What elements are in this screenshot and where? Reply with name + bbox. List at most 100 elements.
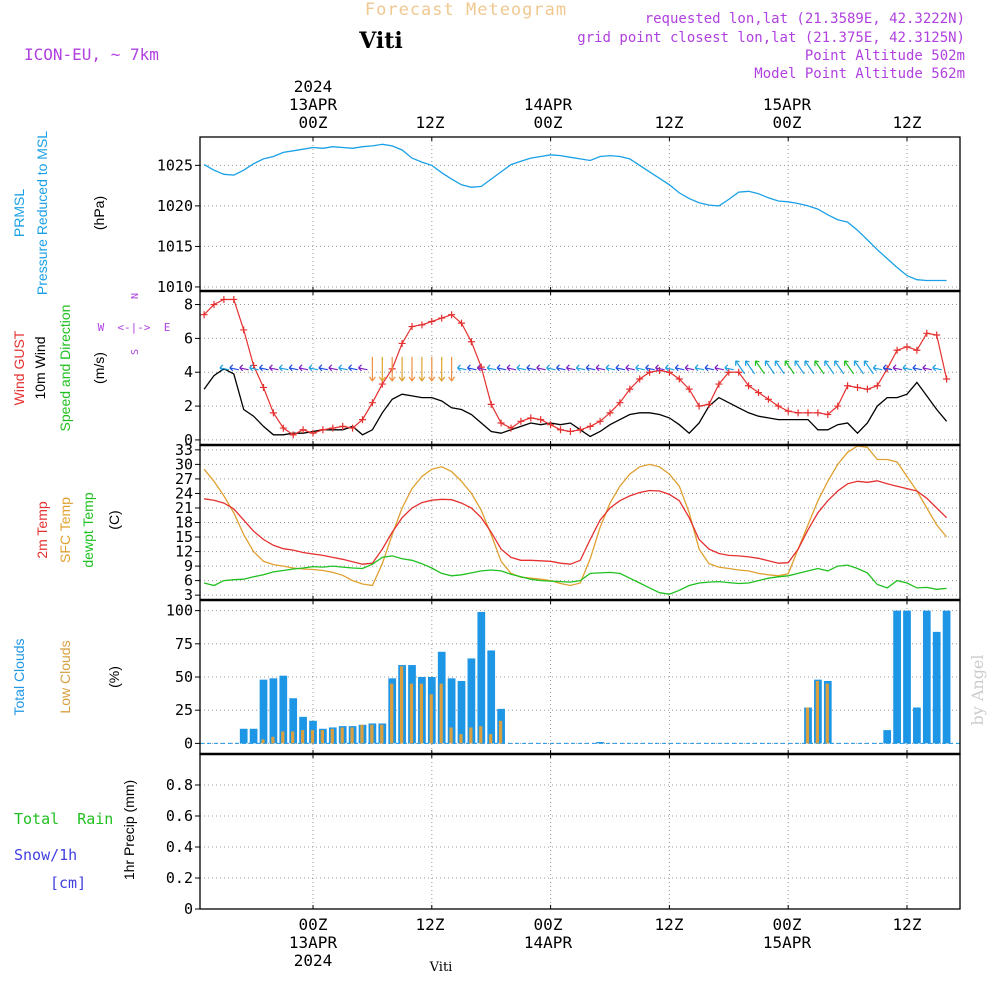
wind-direction-arrow [605, 364, 616, 372]
gust-marker [240, 326, 248, 334]
wind-direction-arrow [863, 360, 874, 375]
gust-marker [309, 429, 317, 437]
watermark: by Angel [968, 654, 987, 725]
y-tick-label: 0 [184, 900, 193, 918]
bottom-axis-tick-60: 12Z [893, 915, 922, 934]
low-cloud-bar [399, 666, 404, 744]
gust-marker [329, 424, 337, 432]
y-tick-label: 1020 [157, 197, 193, 215]
temp-2m-line [204, 480, 948, 565]
wind-direction-arrow [368, 356, 376, 382]
wind-gust-label: Wind GUST [11, 330, 27, 405]
low-cloud-bar [340, 727, 344, 744]
wind-direction-arrow [824, 360, 835, 375]
snow-label: Snow/1h [14, 846, 77, 864]
wind-direction-arrow [358, 364, 368, 372]
total-cloud-bar [289, 698, 298, 744]
wind-direction-arrow [556, 364, 566, 372]
gust-marker [735, 368, 743, 376]
gust-marker [814, 409, 822, 417]
gust-marker [359, 416, 366, 424]
pressure-unit-label: (hPa) [91, 196, 107, 230]
low-cloud-bar [479, 726, 483, 744]
gust-marker [537, 416, 545, 424]
wind-direction-arrow [764, 360, 775, 375]
y-tick-label: 21 [175, 499, 193, 517]
wind-direction-arrow [645, 364, 655, 372]
gust-marker [557, 426, 564, 434]
low-cloud-bar [419, 683, 423, 744]
gust-marker [349, 424, 357, 432]
gust-marker [487, 400, 495, 408]
gust-marker [804, 409, 812, 417]
total-cloud-bar [893, 610, 901, 744]
total-cloud-bar [259, 679, 268, 744]
top-axis-tick-0: 00Z [299, 113, 328, 132]
bottom-axis-date-15apr: 15APR [763, 933, 812, 952]
low-cloud-bar [350, 727, 354, 744]
y-tick-label: 27 [175, 470, 193, 488]
precip-panel-frame [199, 753, 961, 910]
gust-marker [685, 385, 693, 393]
gust-marker [794, 409, 802, 417]
wind-direction-arrow [408, 356, 416, 382]
y-tick-label: 0 [184, 431, 193, 449]
wind-direction-arrow [902, 364, 913, 372]
prmsl-label: PRMSL [11, 189, 27, 237]
wind-10m-line [203, 368, 948, 438]
total-cloud-bar [913, 707, 921, 744]
top-axis-date-13apr: 13APR [289, 95, 338, 114]
compass-north: N [130, 293, 141, 299]
y-tick-label: 0.6 [166, 807, 193, 825]
gust-marker [586, 422, 594, 430]
wind-direction-arrow [219, 364, 230, 372]
wind-direction-arrow [804, 360, 815, 375]
gust-marker [596, 417, 604, 425]
wind-direction-arrow [754, 360, 765, 375]
total-cloud-bar [299, 716, 307, 744]
gust-marker [834, 402, 842, 410]
gust-marker [675, 375, 683, 383]
pressure-labels: PRMSL Pressure Reduced to MSL (hPa) [11, 131, 107, 295]
wind-direction-arrow [745, 360, 756, 375]
gust-marker [774, 402, 782, 410]
grid-coords: grid point closest lon,lat (21.375E, 42.… [577, 30, 965, 46]
dewpoint-line [203, 555, 947, 595]
y-tick-label: 50 [175, 668, 193, 686]
total-cloud-bar [942, 610, 951, 744]
wind-labels: Wind GUST 10m Wind Speed and Direction (… [11, 293, 170, 431]
gust-marker [547, 421, 555, 429]
wind-direction-arrow [714, 364, 725, 372]
top-axis-tick-12: 12Z [416, 113, 445, 132]
total-cloud-bar [279, 675, 288, 744]
wind-direction-arrow [882, 364, 893, 372]
gust-marker [220, 295, 228, 303]
gust-marker [418, 321, 426, 329]
wind-direction-arrow [486, 364, 497, 372]
top-axis-tick-48: 00Z [773, 113, 802, 132]
bottom-axis-tick-48: 00Z [773, 915, 802, 934]
wind-direction-arrow [496, 364, 507, 372]
gust-marker [448, 311, 456, 319]
temperature-labels: 2m Temp SFC Temp dewpt Temp (C) [34, 492, 122, 567]
low-cloud-bar [380, 724, 384, 744]
wind-direction-arrow [615, 364, 626, 372]
wind-direction-arrow [457, 364, 467, 372]
low-cloud-bar [449, 727, 453, 744]
gust-marker [576, 426, 584, 434]
y-tick-label: 15 [175, 528, 193, 546]
y-tick-label: 1025 [157, 156, 193, 174]
gust-marker [784, 407, 792, 415]
temp-2m-label: 2m Temp [34, 501, 50, 559]
wind-direction-arrow [585, 364, 596, 372]
low-cloud-bar [439, 683, 443, 744]
top-axis-tick-36: 12Z [655, 113, 684, 132]
wind-direction-arrow [655, 364, 665, 372]
wind-direction-arrow [448, 356, 456, 382]
wind-direction-arrow [428, 356, 436, 382]
wind-direction-arrow [239, 364, 249, 372]
wind-direction-arrow [318, 364, 329, 372]
gust-marker [527, 414, 535, 422]
gust-marker [477, 363, 485, 371]
